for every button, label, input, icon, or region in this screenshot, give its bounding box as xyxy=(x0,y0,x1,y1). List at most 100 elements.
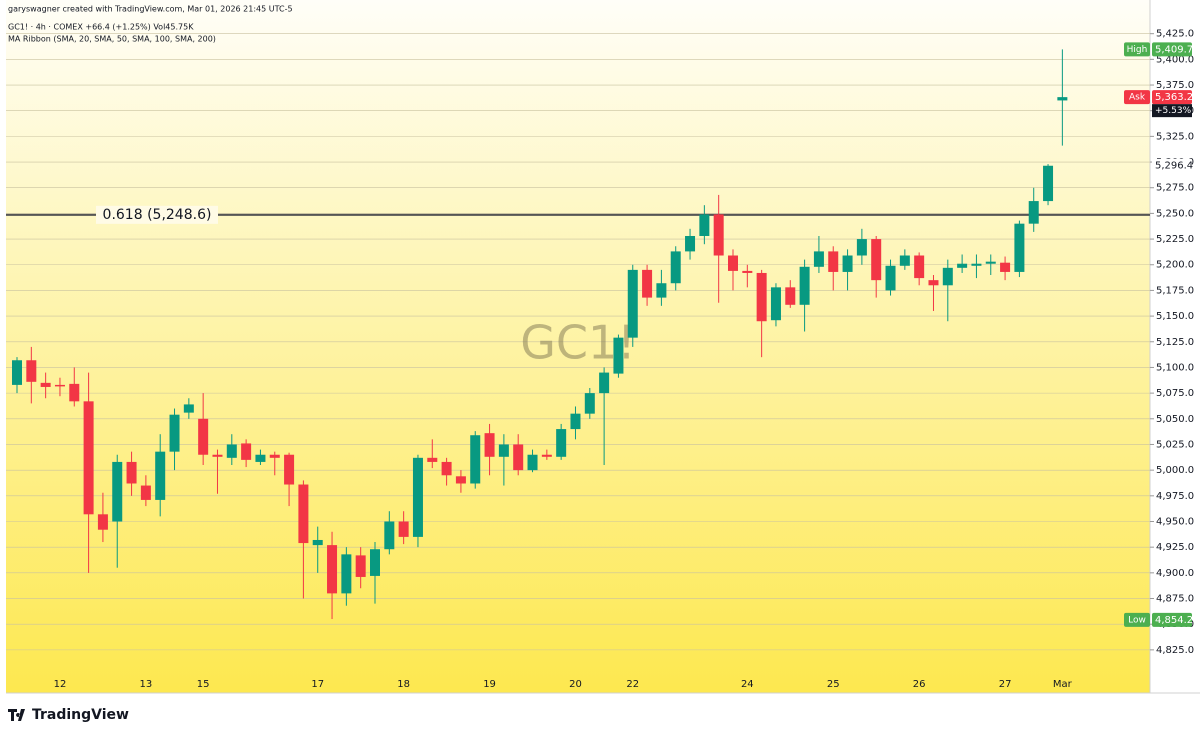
price-label-name: High xyxy=(1127,45,1148,55)
candle-body xyxy=(484,433,495,457)
x-tick-label: Mar xyxy=(1053,679,1073,690)
y-tick-label: 5,025.0 xyxy=(1156,439,1194,450)
candle-body xyxy=(957,263,968,268)
candle-body xyxy=(1043,165,1054,202)
price-label: 5,363.2 xyxy=(1155,92,1193,103)
y-tick-label: 4,950.0 xyxy=(1156,516,1194,527)
candle-body xyxy=(527,454,538,471)
candle-body xyxy=(942,267,953,286)
candle-body xyxy=(728,255,738,271)
y-tick-label: 4,975.0 xyxy=(1156,491,1194,502)
y-tick-label: 5,325.0 xyxy=(1156,131,1194,142)
x-tick-label: 19 xyxy=(483,679,496,690)
x-tick-label: 12 xyxy=(54,679,67,690)
candle-body xyxy=(1028,201,1039,224)
candle-body xyxy=(713,214,724,256)
candle-body xyxy=(613,337,624,374)
candle-body xyxy=(570,413,581,430)
candle-body xyxy=(284,454,295,485)
candle-body xyxy=(441,461,452,476)
candle-body xyxy=(914,255,925,279)
candle-body xyxy=(384,521,395,550)
change-label: +5.53% xyxy=(1155,106,1192,116)
x-tick-label: 24 xyxy=(741,679,754,690)
y-tick-label: 5,050.0 xyxy=(1156,414,1194,425)
candle-body xyxy=(226,444,237,458)
x-tick-label: 20 xyxy=(569,679,582,690)
y-tick-label: 5,400.0 xyxy=(1156,54,1194,65)
brand: TradingView xyxy=(32,707,129,723)
candle-body xyxy=(756,272,767,322)
price-label-box xyxy=(1152,612,1192,627)
credit: garyswagner created with TradingView.com… xyxy=(8,5,293,14)
candle-body xyxy=(813,251,824,267)
candle-body xyxy=(412,457,423,537)
candle-body xyxy=(69,383,80,402)
y-tick-label: 5,375.0 xyxy=(1156,80,1194,91)
fib-label: 0.618 (5,248.6) xyxy=(103,207,212,223)
price-label-box xyxy=(1152,158,1192,173)
fib-label-bg xyxy=(96,205,218,224)
candle-body xyxy=(785,287,796,305)
candle-body xyxy=(856,239,867,256)
price-label-name-box xyxy=(1124,42,1150,57)
candle-body xyxy=(40,382,51,387)
candle-body xyxy=(642,269,653,298)
y-tick-label: 5,250.0 xyxy=(1156,208,1194,219)
candle-body xyxy=(341,554,352,594)
candle-body xyxy=(212,454,223,457)
candle-body xyxy=(112,461,123,522)
candle-body xyxy=(685,235,696,252)
y-tick-label: 5,150.0 xyxy=(1156,311,1194,322)
y-tick-label: 5,125.0 xyxy=(1156,337,1194,348)
y-tick-label: 5,000.0 xyxy=(1156,465,1194,476)
x-tick-label: 18 xyxy=(397,679,410,690)
x-tick-label: 13 xyxy=(140,679,153,690)
candle-body xyxy=(327,545,338,594)
x-tick-label: 22 xyxy=(626,679,639,690)
y-tick-label: 5,425.0 xyxy=(1156,29,1194,40)
y-tick-label: 4,925.0 xyxy=(1156,542,1194,553)
candle-body xyxy=(627,269,638,338)
candle-body xyxy=(842,255,853,272)
candle-body xyxy=(742,270,753,273)
candle-body xyxy=(198,418,209,455)
price-label: 5,296.4 xyxy=(1155,161,1193,172)
candle-body xyxy=(169,414,180,452)
candle-body xyxy=(12,360,22,385)
candle-body xyxy=(971,263,982,266)
candle-body xyxy=(1014,223,1025,272)
candle-body xyxy=(26,360,37,382)
price-label-box xyxy=(1152,90,1192,105)
candle-body xyxy=(269,454,280,458)
candle-body xyxy=(670,251,681,284)
y-tick-label: 5,175.0 xyxy=(1156,285,1194,296)
y-tick-label: 4,875.0 xyxy=(1156,594,1194,605)
y-tick-label: 5,100.0 xyxy=(1156,362,1194,373)
y-tick-label: 5,200.0 xyxy=(1156,260,1194,271)
candle-body xyxy=(427,457,438,462)
x-tick-label: 26 xyxy=(913,679,926,690)
candle-body xyxy=(899,255,910,266)
price-label: 4,854.2 xyxy=(1155,615,1193,626)
candle-body xyxy=(871,239,882,281)
candle-body xyxy=(699,214,710,236)
price-label-name-box xyxy=(1124,90,1150,105)
candle-body xyxy=(312,539,323,546)
price-label-box xyxy=(1152,42,1192,57)
price-label-name: Low xyxy=(1128,615,1146,625)
candle-body xyxy=(541,454,552,457)
x-tick-label: 17 xyxy=(311,679,324,690)
y-tick-label: 5,275.0 xyxy=(1156,183,1194,194)
price-label-name: Ask xyxy=(1129,93,1146,103)
candle-body xyxy=(83,401,94,515)
candle-body xyxy=(799,266,810,305)
candle-body xyxy=(97,514,108,530)
price-label-name-box xyxy=(1124,612,1150,627)
x-tick-label: 27 xyxy=(999,679,1012,690)
candle-body xyxy=(599,372,610,394)
symbol-line: GC1! · 4h · COMEX +66.4 (+1.25%) Vol45.7… xyxy=(8,23,194,32)
plot-background xyxy=(6,0,1150,693)
